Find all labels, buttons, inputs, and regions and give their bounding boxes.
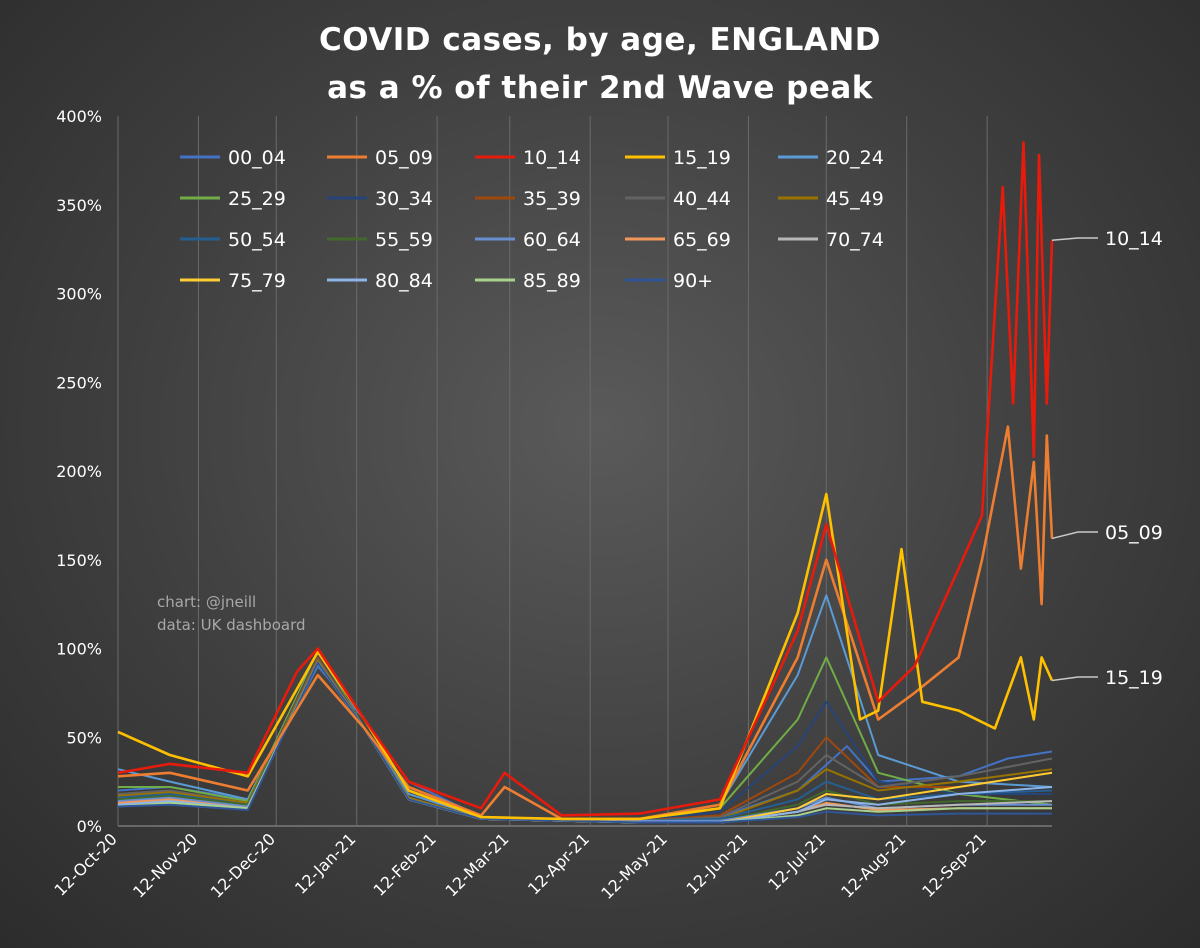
x-tick-label: 12-Jun-21 [683, 829, 752, 898]
series-line-25_29 [118, 651, 1053, 822]
y-tick-label: 350% [56, 196, 102, 215]
annotation-leader [1051, 676, 1098, 682]
x-tick-label: 12-Feb-21 [370, 829, 440, 899]
legend-label: 85_89 [523, 270, 581, 292]
x-tick-label: 12-Jul-21 [764, 829, 829, 894]
series-line-05_09 [117, 425, 1054, 821]
legend-label: 90+ [673, 270, 713, 292]
series-line-70_74 [117, 661, 1053, 824]
chart-title-line-1: COVID cases, by age, ENGLAND [319, 22, 881, 58]
series-line-80_84 [117, 661, 1053, 824]
x-tick-label: 12-Jan-21 [291, 829, 359, 897]
legend-item: 10_14 [475, 147, 581, 169]
grid-layer [117, 116, 1052, 827]
y-axis: 0% 50% 100% 150% 200% 250% 300% 350% 400% [56, 107, 102, 836]
legend-item: 30_34 [327, 188, 433, 210]
legend-label: 25_29 [228, 188, 286, 210]
legend-item: 20_24 [778, 147, 884, 169]
legend-label: 80_84 [375, 270, 433, 292]
series-line-10_14 [117, 141, 1054, 817]
y-tick-label: 300% [56, 285, 102, 304]
legend-item: 70_74 [778, 229, 884, 251]
x-tick-label: 12-Sep-21 [918, 829, 990, 901]
legend-item: 90+ [625, 270, 713, 292]
legend-item: 85_89 [475, 270, 581, 292]
legend-label: 60_64 [523, 229, 581, 251]
legend-label: 65_69 [673, 229, 731, 251]
chart-title-line-2: as a % of their 2nd Wave peak [327, 70, 873, 106]
legend-item: 40_44 [625, 188, 731, 210]
legend-label: 40_44 [673, 188, 731, 210]
y-tick-label: 250% [56, 373, 102, 392]
legend-label: 50_54 [228, 229, 286, 251]
y-tick-label: 50% [66, 728, 102, 747]
legend-label: 70_74 [826, 229, 884, 251]
x-tick-label: 12-Mar-21 [442, 829, 513, 900]
y-tick-label: 400% [56, 107, 102, 126]
annotation-label-10_14: 10_14 [1105, 228, 1163, 250]
legend-label: 35_39 [523, 188, 581, 210]
y-tick-label: 0% [77, 817, 102, 836]
legend-item: 60_64 [475, 229, 581, 251]
legend-label: 55_59 [375, 229, 433, 251]
legend-item: 75_79 [180, 270, 286, 292]
annotation-layer: 10_14 05_09 15_19 [1051, 228, 1163, 689]
legend: 00_04 05_09 10_14 15_19 20_24 25_29 30_34 35_39… [180, 147, 884, 292]
series-line-75_79 [117, 661, 1053, 824]
legend-item: 45_49 [778, 188, 884, 210]
x-tick-label: 12-Nov-20 [129, 829, 201, 901]
series-line-65_69 [117, 661, 1052, 824]
legend-item: 05_09 [327, 147, 433, 169]
legend-item: 55_59 [327, 229, 433, 251]
y-tick-label: 200% [56, 462, 102, 481]
series-line-90plus [117, 661, 1052, 824]
series-line-85_89 [117, 661, 1052, 824]
series-line-30_34 [117, 654, 1052, 822]
legend-label: 05_09 [375, 147, 433, 169]
legend-item: 80_84 [327, 270, 433, 292]
legend-item: 00_04 [180, 147, 286, 169]
x-tick-label: 12-Apr-21 [524, 829, 593, 898]
series-layer [117, 141, 1054, 824]
legend-label: 10_14 [523, 147, 581, 169]
series-line-15_19 [117, 492, 1054, 821]
x-tick-label: 12-Aug-21 [837, 829, 909, 901]
legend-label: 00_04 [228, 147, 286, 169]
legend-item: 65_69 [625, 229, 731, 251]
credit-chart: chart: @jneill [157, 593, 257, 611]
y-tick-label: 100% [56, 640, 102, 659]
legend-item: 35_39 [475, 188, 581, 210]
legend-item: 15_19 [625, 147, 731, 169]
legend-label: 30_34 [375, 188, 433, 210]
y-tick-label: 150% [56, 551, 102, 570]
x-tick-label: 12-Dec-20 [207, 829, 279, 901]
annotation-label-05_09: 05_09 [1105, 522, 1163, 544]
credit-data: data: UK dashboard [157, 616, 306, 634]
series-line-50_54 [117, 661, 1053, 822]
x-tick-label: 12-May-21 [597, 829, 671, 903]
x-axis: 12-Oct-20 12-Nov-20 12-Dec-20 12-Jan-21 12-F… [51, 829, 990, 903]
legend-label: 75_79 [228, 270, 286, 292]
annotation-leader [1051, 531, 1098, 540]
annotation-label-15_19: 15_19 [1105, 667, 1163, 689]
legend-label: 15_19 [673, 147, 731, 169]
legend-item: 50_54 [180, 229, 286, 251]
annotation-leader [1051, 237, 1098, 241]
x-tick-label: 12-Oct-20 [51, 829, 121, 899]
legend-label: 20_24 [826, 147, 884, 169]
legend-item: 25_29 [180, 188, 286, 210]
legend-label: 45_49 [826, 188, 884, 210]
